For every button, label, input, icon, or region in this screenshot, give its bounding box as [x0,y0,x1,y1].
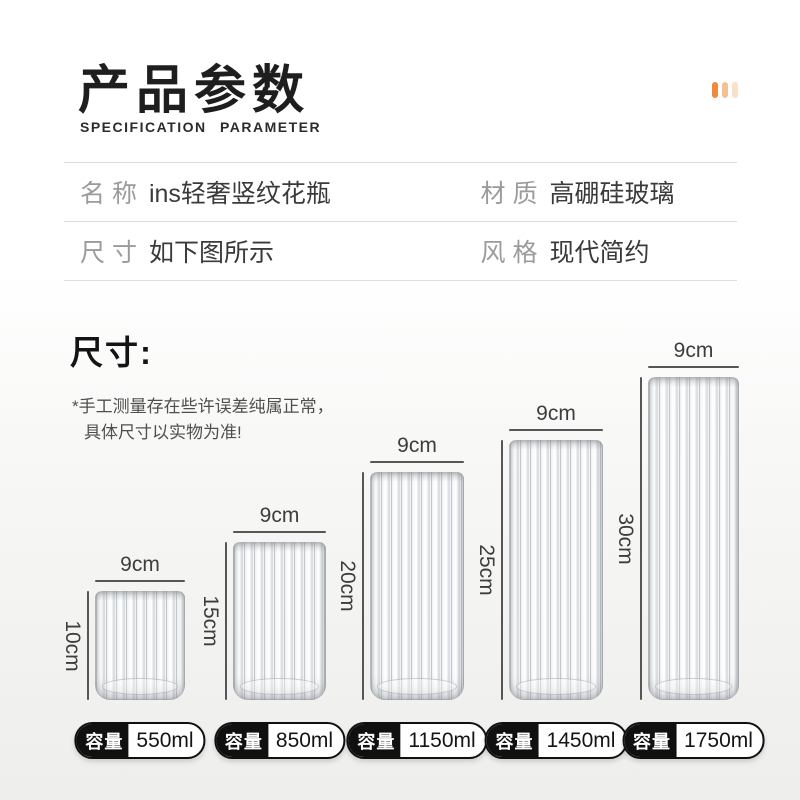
vase-width-label: 9cm [536,402,576,425]
spec-label: 名 称 [80,180,137,208]
capacity-badge-label: 容量 [624,724,677,757]
capacity-badge: 容量 1150ml [346,722,488,759]
ribbed-glass-vase [95,591,185,700]
spec-cell-material: 材 质 高硼硅玻璃 [401,163,738,221]
vase-width-label: 9cm [673,339,714,362]
spec-cell-name: 名 称 ins轻奢竖纹花瓶 [64,163,401,221]
capacity-badge: 容量 1450ml [484,722,628,759]
vase-width-dimension-line [509,429,603,431]
capacity-badge-value: 1750ml [684,728,753,752]
spec-label: 风 格 [480,239,538,267]
spec-label: 尺 寸 [80,239,137,267]
ribbed-glass-vase [509,440,603,700]
spec-value: 如下图所示 [148,239,274,267]
measure-note-line1: *手工测量存在些许误差纯属正常， [72,397,334,416]
capacity-badge-value: 1150ml [408,728,476,752]
capacity-badge-value: 850ml [275,728,334,752]
spec-value: 现代简约 [549,239,650,267]
vase-width-dimension-line [370,461,464,463]
vase-width-dimension-line [233,531,326,533]
capacity-badge-value: 1450ml [546,728,616,752]
spec-cell-size: 尺 寸 如下图所示 [64,222,401,280]
capacity-badge-label: 容量 [76,724,129,757]
size-section-heading: 尺寸: [70,334,153,371]
vase-height-dimension-line [362,472,364,700]
capacity-badge-label: 容量 [486,724,539,757]
spec-label: 材 质 [480,180,538,208]
vase-width-label: 9cm [397,434,437,457]
spec-cell-style: 风 格 现代简约 [401,222,738,280]
vase-width-label: 9cm [120,553,160,576]
page-title: 产品参数 [78,62,311,120]
spec-value: 高硼硅玻璃 [549,180,675,208]
spec-table: 名 称 ins轻奢竖纹花瓶 材 质 高硼硅玻璃 尺 寸 如下图所示 风 格 现代… [64,162,737,281]
measure-note-line2: 具体尺寸以实物为准! [84,423,242,442]
capacity-badge-value: 550ml [136,728,194,752]
ribbed-glass-vase [648,377,739,700]
spec-value: ins轻奢竖纹花瓶 [148,180,331,208]
page-subtitle: SPECIFICATION PARAMETER [80,119,322,135]
capacity-badge: 容量 850ml [213,722,346,759]
vase-height-dimension-line [87,591,89,700]
accent-bars-icon [712,82,738,98]
spec-table-row: 尺 寸 如下图所示 风 格 现代简约 [64,221,737,281]
capacity-badge-label: 容量 [348,724,401,757]
spec-table-row: 名 称 ins轻奢竖纹花瓶 材 质 高硼硅玻璃 [64,162,737,221]
vase-width-label: 9cm [259,504,300,527]
capacity-badge: 容量 550ml [74,722,206,759]
vase-width-dimension-line [648,366,739,368]
vase-width-dimension-line [95,580,185,582]
ribbed-glass-vase [370,472,464,700]
vase-height-dimension-line [225,542,227,700]
ribbed-glass-vase [233,542,326,700]
vase-height-label: 30cm [614,512,637,565]
vase-height-dimension-line [501,440,503,700]
vase-height-dimension-line [640,377,642,700]
capacity-badge: 容量 1750ml [622,722,765,759]
capacity-badge-label: 容量 [215,724,268,757]
